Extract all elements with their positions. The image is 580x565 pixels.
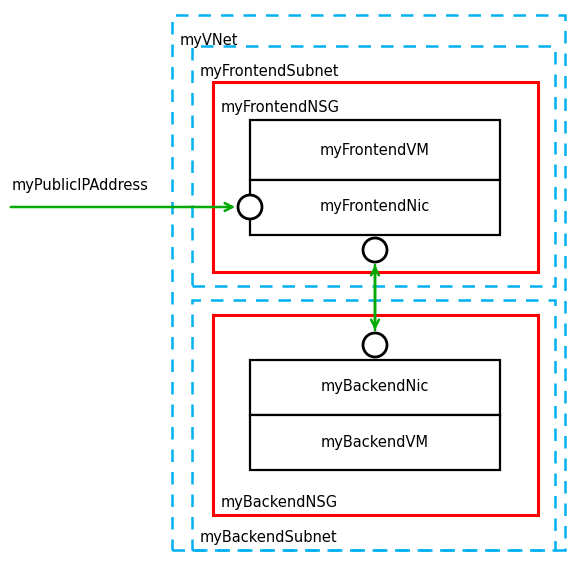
Circle shape	[238, 195, 262, 219]
Text: myVNet: myVNet	[180, 33, 238, 48]
Text: myFrontendNic: myFrontendNic	[320, 199, 430, 215]
Text: myBackendNic: myBackendNic	[321, 380, 429, 394]
Bar	[192, 46, 555, 286]
Bar	[250, 120, 500, 180]
Bar	[213, 82, 538, 272]
Bar	[250, 360, 500, 415]
Circle shape	[363, 333, 387, 357]
Bar	[250, 180, 500, 235]
Circle shape	[363, 238, 387, 262]
Text: myFrontendVM: myFrontendVM	[320, 142, 430, 158]
Bar	[192, 300, 555, 550]
Text: myBackendVM: myBackendVM	[321, 434, 429, 450]
Text: myPublicIPAddress: myPublicIPAddress	[12, 178, 149, 193]
Text: myFrontendNSG: myFrontendNSG	[221, 100, 340, 115]
Bar	[172, 15, 565, 550]
Text: myBackendSubnet: myBackendSubnet	[200, 530, 338, 545]
Text: myFrontendSubnet: myFrontendSubnet	[200, 64, 339, 79]
Bar	[213, 315, 538, 515]
Bar	[250, 415, 500, 470]
Text: myBackendNSG: myBackendNSG	[221, 495, 338, 510]
